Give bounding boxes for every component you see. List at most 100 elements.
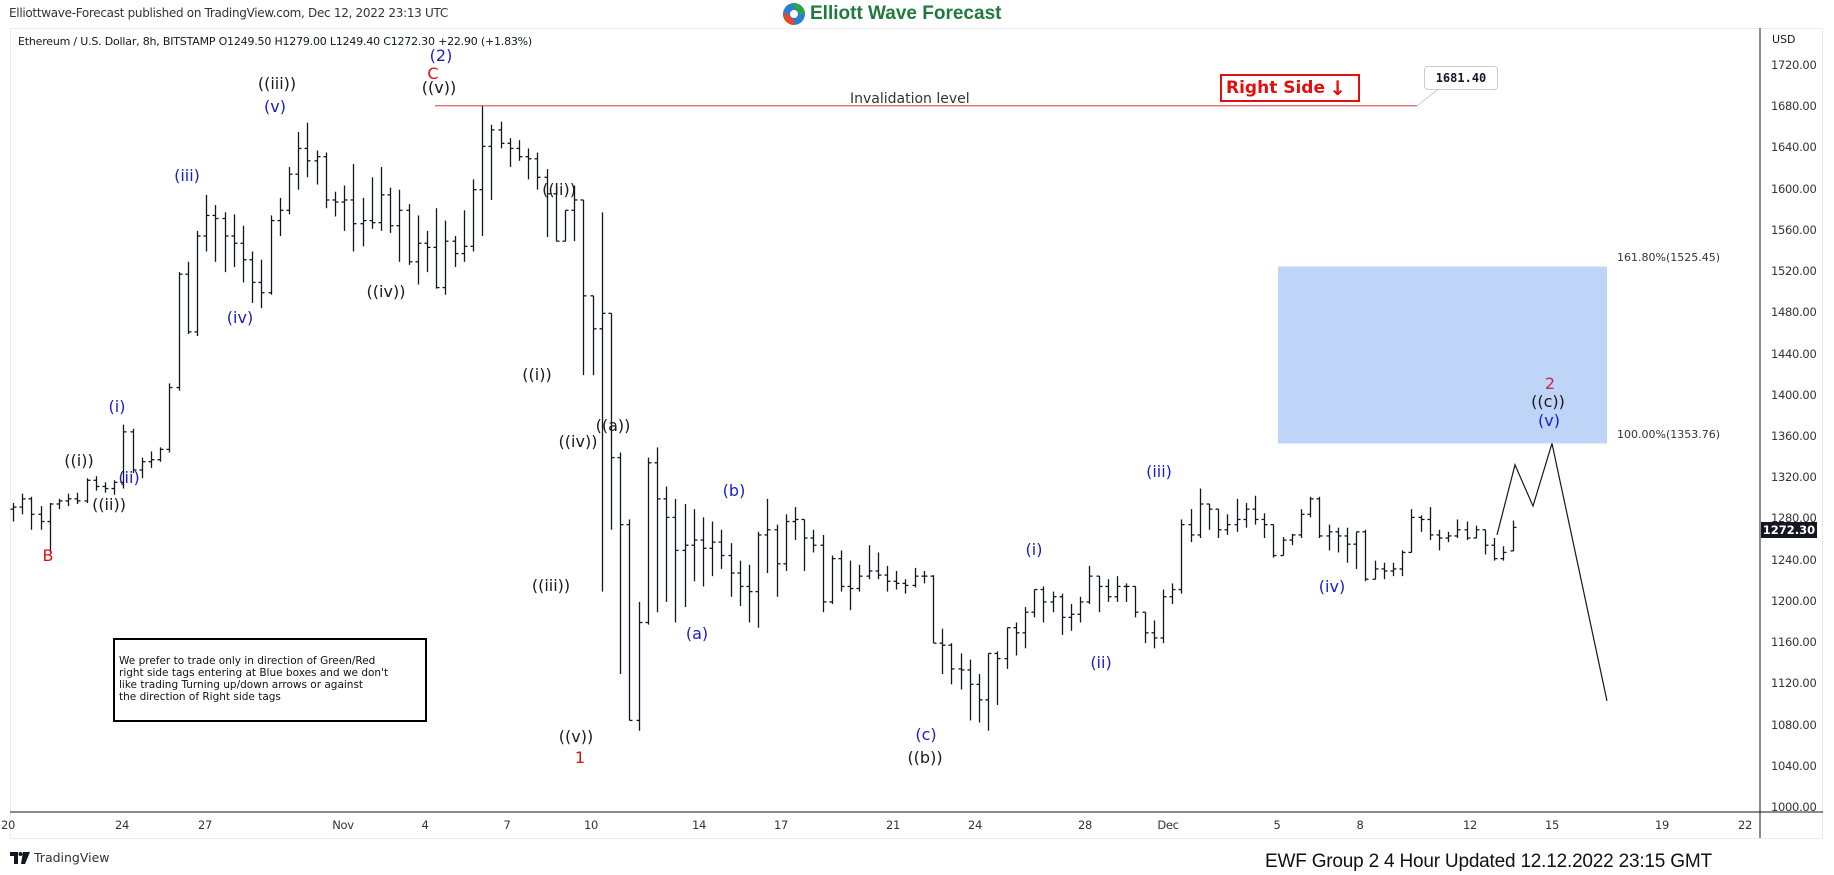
symbol-legend: Ethereum / U.S. Dollar, 8h, BITSTAMP O12…	[18, 35, 533, 48]
ohlc-bar	[10, 502, 17, 522]
ohlc-bar	[571, 185, 578, 242]
ohlc-bar	[65, 493, 72, 507]
ohlc-bar	[314, 150, 321, 185]
ohlc-bar	[166, 383, 173, 453]
arrow-down-icon: ↓	[1329, 76, 1346, 100]
invalidation-price-callout: 1681.40	[1424, 66, 1498, 90]
wave-label: (c)	[915, 725, 937, 744]
y-tick-label: 1520.00	[1771, 264, 1817, 279]
y-tick-label: 1240.00	[1771, 552, 1817, 567]
brand-name: Elliott Wave Forecast	[810, 3, 1002, 24]
ohlc-bar	[755, 531, 762, 628]
ohlc-bar	[1142, 611, 1149, 644]
ohlc-bar	[985, 652, 992, 731]
x-tick-label: 19	[1654, 818, 1670, 832]
x-tick-label: Dec	[1157, 818, 1179, 832]
ohlc-bar	[130, 428, 137, 474]
ohlc-bar	[1482, 529, 1489, 555]
ohlc-bar	[1234, 498, 1241, 532]
tradingview-brand[interactable]: TradingView	[10, 850, 110, 865]
ohlc-bar	[976, 674, 983, 723]
wave-label: (2)	[429, 46, 453, 65]
ohlc-bar	[120, 424, 127, 489]
ohlc-bar	[1464, 521, 1471, 541]
ohlc-bar	[488, 124, 495, 200]
wave-label: ((i))	[522, 365, 552, 384]
ohlc-bar	[332, 191, 339, 217]
ohlc-bar	[433, 208, 440, 289]
ohlc-bar	[654, 447, 661, 613]
x-tick-label: 5	[1273, 818, 1281, 832]
ohlc-bar	[1215, 508, 1222, 539]
ohlc-bar	[470, 179, 477, 252]
x-tick-label: 24	[967, 818, 983, 832]
y-tick-label: 1560.00	[1771, 222, 1817, 237]
ohlc-bar	[1197, 488, 1204, 539]
ohlc-bar	[1473, 525, 1480, 539]
ohlc-bar	[764, 498, 771, 574]
ohlc-bar	[590, 295, 597, 376]
ohlc-bar	[212, 205, 219, 262]
ohlc-bar	[1500, 546, 1507, 561]
x-tick-label: 17	[773, 818, 789, 832]
ohlc-bar	[948, 643, 955, 685]
ohlc-bar	[1243, 502, 1250, 528]
ohlc-bar	[507, 138, 514, 167]
ohlc-bar	[1086, 565, 1093, 604]
ohlc-bar	[19, 493, 26, 515]
ohlc-bar	[810, 529, 817, 553]
wave-label: B	[42, 546, 54, 565]
ohlc-bar	[709, 521, 716, 577]
y-tick-label: 1080.00	[1771, 717, 1817, 732]
ohlc-bar	[277, 197, 284, 237]
ohlc-bar	[148, 451, 155, 468]
y-tick-label: 1600.00	[1771, 181, 1817, 196]
ohlc-bar	[801, 518, 808, 571]
ohlc-bar	[1068, 603, 1075, 631]
x-tick-label: 28	[1077, 818, 1093, 832]
ohlc-bar	[396, 189, 403, 262]
ohlc-bar	[350, 163, 357, 252]
ohlc-bar	[856, 564, 863, 592]
wave-label: (i)	[1025, 540, 1043, 559]
wave-label: ((iv))	[366, 282, 406, 301]
ohlc-bar	[452, 236, 459, 267]
ohlc-bar	[1408, 509, 1415, 554]
wave-label: (ii)	[1090, 653, 1112, 672]
ohlc-bar	[240, 225, 247, 283]
ohlc-bar	[718, 529, 725, 569]
ohlc-bar	[1077, 596, 1084, 623]
ohlc-bar	[672, 498, 679, 623]
wave-label: ((iii))	[531, 576, 571, 595]
y-tick-label: 1200.00	[1771, 593, 1817, 608]
projection-path	[1496, 443, 1608, 701]
ohlc-bar	[838, 550, 845, 592]
ohlc-bar	[222, 212, 229, 273]
ohlc-bar	[553, 184, 560, 242]
tradingview-label: TradingView	[34, 850, 110, 865]
x-tick-label: 20	[0, 818, 16, 832]
ohlc-bar	[939, 628, 946, 675]
ohlc-bar	[1040, 586, 1047, 623]
ohlc-bar	[617, 452, 624, 675]
ohlc-bar	[369, 177, 376, 229]
ohlc-bar	[691, 509, 698, 582]
wave-label: C	[427, 64, 439, 83]
wave-label: (v)	[264, 97, 286, 116]
brand-logo[interactable]: Elliott Wave Forecast	[782, 2, 1001, 26]
ohlc-bar	[562, 209, 569, 242]
x-tick-label: 7	[503, 818, 511, 832]
ohlc-bar	[84, 478, 91, 503]
wave-label: ((ii))	[542, 180, 576, 199]
ohlc-bar	[203, 194, 210, 252]
ohlc-bar	[111, 480, 118, 495]
ohlc-bar	[1059, 593, 1066, 635]
ohlc-bar	[866, 545, 873, 580]
right-side-tag: Right Side ↓	[1220, 74, 1360, 102]
ohlc-bar	[406, 204, 413, 265]
ohlc-bar	[1335, 527, 1342, 553]
ohlc-bar	[663, 486, 670, 602]
ohlc-bar	[994, 651, 1001, 705]
ohlc-bar	[38, 506, 45, 530]
